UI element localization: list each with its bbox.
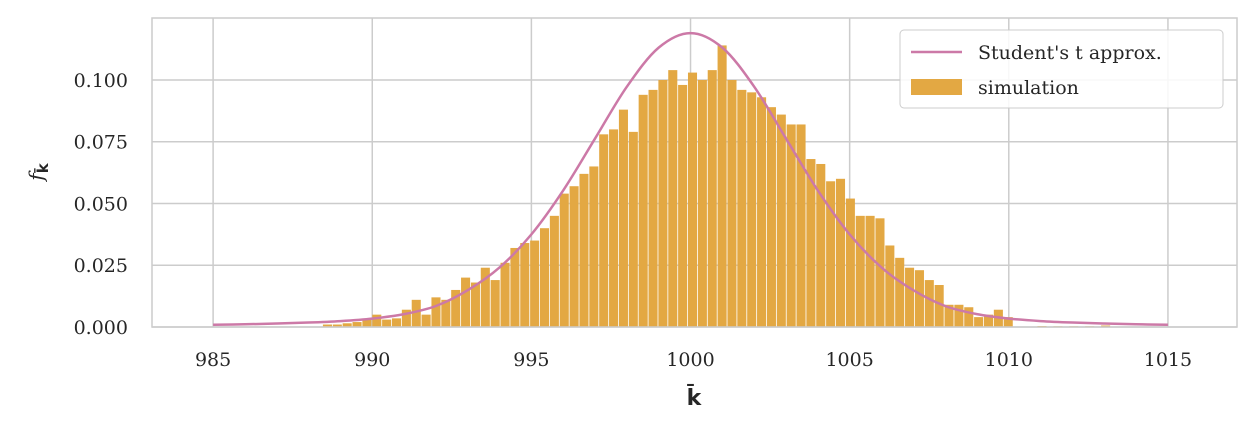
histogram-bar — [352, 322, 362, 327]
histogram-bar — [520, 243, 530, 327]
histogram-bar — [855, 215, 865, 327]
histogram-bar — [717, 45, 727, 327]
y-tick-label: 0.000 — [74, 317, 128, 339]
x-tick-label: 990 — [354, 349, 390, 371]
histogram-bar — [579, 173, 589, 327]
legend-box — [899, 29, 1224, 109]
histogram-bar — [668, 70, 678, 328]
histogram-bar — [470, 282, 480, 327]
histogram-bar — [905, 267, 915, 327]
histogram-bar — [806, 159, 816, 327]
x-tick-label: 995 — [513, 349, 549, 371]
histogram-bar — [747, 92, 757, 328]
histogram-bars — [322, 45, 1111, 328]
histogram-bar — [609, 129, 619, 327]
histogram-bar — [727, 79, 737, 327]
histogram-bar — [382, 319, 392, 327]
histogram-bar — [559, 193, 569, 327]
x-tick-label: 985 — [195, 349, 231, 371]
histogram-bar — [648, 89, 658, 327]
histogram-bar — [441, 299, 451, 327]
histogram-bar — [451, 289, 461, 327]
histogram-bar — [322, 324, 332, 327]
histogram-bar — [826, 181, 836, 327]
x-tick-label: 1005 — [825, 349, 873, 371]
histogram-bar — [757, 97, 767, 327]
histogram-bar — [431, 297, 441, 327]
histogram-bar — [786, 124, 796, 327]
histogram-bar — [776, 114, 786, 327]
histogram-bar — [421, 314, 431, 327]
svg-text:fk̄: fk̄ — [24, 162, 52, 182]
histogram-bar — [480, 267, 490, 327]
students-t-curve — [213, 31, 1168, 327]
histogram-bar — [530, 240, 540, 327]
histogram-bar — [411, 299, 421, 327]
histogram-bar — [816, 163, 826, 327]
y-tick-label: 0.025 — [74, 255, 128, 277]
histogram-bar — [569, 186, 579, 327]
x-axis-label: k̄ — [687, 385, 703, 411]
y-axis-label: fk̄ — [24, 162, 52, 182]
histogram-bar — [628, 131, 638, 327]
y-tick-label: 0.075 — [74, 132, 128, 154]
histogram-bar — [391, 318, 402, 327]
histogram-bar — [914, 270, 924, 327]
histogram-bar — [865, 215, 875, 327]
histogram-bar — [589, 166, 599, 327]
x-tick-label: 1000 — [666, 349, 714, 371]
plot-frame — [151, 17, 1238, 328]
legend-label-curve: Student's t approx. — [978, 42, 1162, 64]
histogram-bar — [372, 314, 382, 327]
histogram-bar — [954, 304, 964, 327]
histogram-bar — [885, 245, 895, 327]
histogram-bar — [974, 317, 984, 327]
histogram-bar — [599, 134, 609, 327]
histogram-bar — [835, 178, 846, 327]
histogram-bar — [766, 107, 776, 327]
histogram-bar — [510, 247, 520, 327]
histogram-bar — [638, 94, 648, 327]
histogram-bar — [549, 215, 559, 327]
histogram-bar — [362, 319, 372, 327]
histogram-bar — [934, 285, 944, 327]
histogram-bar — [707, 70, 717, 328]
histogram-bar — [697, 79, 707, 327]
histogram-bar — [1003, 317, 1013, 327]
legend-label-simulation: simulation — [978, 77, 1079, 99]
histogram-bar — [944, 304, 954, 327]
histogram-bar — [687, 72, 698, 328]
legend: Student's t approx. simulation — [899, 29, 1224, 109]
histogram-bar — [875, 218, 885, 327]
histogram-bar — [895, 257, 905, 327]
histogram-bar — [983, 314, 994, 327]
histogram-bar — [332, 324, 342, 327]
histogram-bar — [678, 84, 688, 327]
histogram-bar — [796, 124, 806, 327]
histogram-bar — [500, 262, 510, 327]
histogram-bar — [461, 277, 471, 327]
histogram-bar — [490, 280, 500, 327]
y-tick-label: 0.100 — [74, 70, 128, 92]
histogram-bar — [964, 307, 974, 327]
histogram-bar — [737, 89, 747, 327]
x-tick-label: 1015 — [1144, 349, 1192, 371]
histogram-bar — [845, 198, 855, 327]
x-tick-label: 1010 — [985, 349, 1033, 371]
legend-bar-swatch — [911, 79, 962, 95]
y-label-subscript: k̄ — [32, 162, 52, 174]
histogram-bar — [401, 309, 411, 327]
histogram-bar — [924, 280, 934, 327]
histogram-bar — [658, 79, 668, 327]
y-tick-label: 0.050 — [74, 193, 128, 215]
histogram-bar — [539, 228, 550, 327]
histogram-bar — [618, 109, 628, 328]
histogram-bar — [342, 323, 352, 327]
tick-labels: 985 990 995 1000 1005 1010 1015 0.000 0.025 0.050… — [74, 70, 1193, 371]
